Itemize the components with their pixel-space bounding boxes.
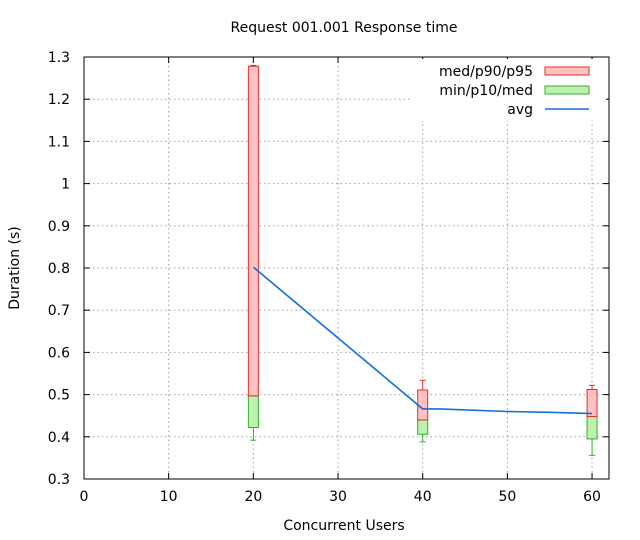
axes: 0 10 20 30 40 50 60 0.3 0.4 0.5 0.6 0.7 0.8 0.9 1 1.1 1.… <box>48 50 609 505</box>
y-tick-label: 0.7 <box>48 303 70 319</box>
chart-title: Request 001.001 Response time <box>231 20 458 36</box>
legend-label: min/p10/med <box>439 83 533 99</box>
x-tick-label: 60 <box>583 489 601 505</box>
legend-label: avg <box>507 102 533 118</box>
series <box>247 64 598 456</box>
x-tick-label: 50 <box>498 489 516 505</box>
x-axis-label: Concurrent Users <box>283 518 404 534</box>
lower-box <box>586 416 598 440</box>
y-tick-label: 1.2 <box>48 92 70 108</box>
y-tick-label: 0.4 <box>48 430 70 446</box>
legend-label: med/p90/p95 <box>439 64 533 80</box>
x-tick-label: 20 <box>244 489 262 505</box>
legend-swatch <box>544 85 590 95</box>
y-axis-label: Duration (s) <box>7 226 23 309</box>
legend: med/p90/p95 min/p10/med avg <box>410 59 606 121</box>
x-tick-label: 40 <box>414 489 432 505</box>
upper-box <box>586 389 598 418</box>
x-tick-label: 10 <box>160 489 178 505</box>
y-tick-label: 0.9 <box>48 219 70 235</box>
y-tick-label: 0.8 <box>48 261 70 277</box>
legend-swatch <box>544 66 590 76</box>
x-tick-label: 30 <box>329 489 347 505</box>
y-tick-label: 1.3 <box>48 50 70 66</box>
y-tick-label: 0.3 <box>48 472 70 488</box>
lower-box <box>247 395 259 429</box>
y-tick-label: 0.5 <box>48 388 70 404</box>
x-tick-label: 0 <box>80 489 89 505</box>
lower-box <box>417 419 429 435</box>
y-tick-label: 1 <box>61 177 70 193</box>
avg-line <box>252 266 593 415</box>
upper-box <box>247 65 259 397</box>
y-tick-label: 1.1 <box>48 134 70 150</box>
y-tick-label: 0.6 <box>48 345 70 361</box>
